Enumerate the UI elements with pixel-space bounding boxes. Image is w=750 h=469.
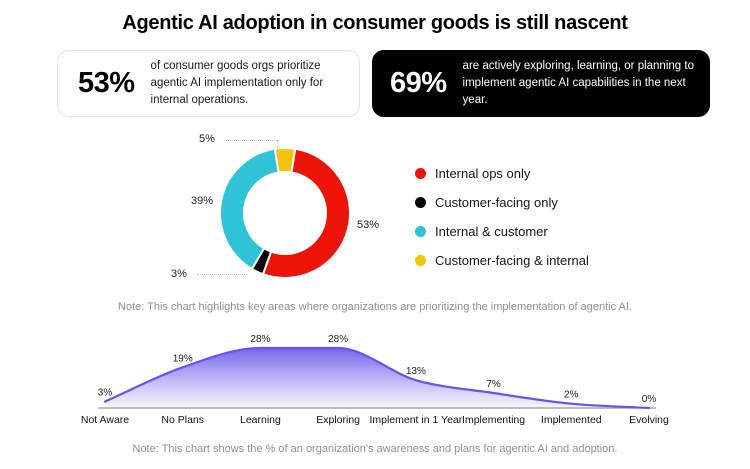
donut-segment xyxy=(219,147,280,270)
area-chart: 3% Not Aware 19% No Plans 28% Learning 28% Expl… xyxy=(81,334,669,426)
x-axis-label: Implemented xyxy=(541,414,602,426)
x-axis-label: Exploring xyxy=(316,414,360,426)
legend-label: Customer-facing only xyxy=(435,194,558,210)
donut-chart xyxy=(219,147,352,279)
area-point-label: 13% xyxy=(406,366,426,377)
leader-line xyxy=(224,140,277,141)
page-title: Agentic AI adoption in consumer goods is… xyxy=(122,12,628,34)
x-axis-label: Implementing xyxy=(462,414,525,426)
legend-label: Internal ops only xyxy=(435,165,531,181)
leader-line xyxy=(277,140,278,152)
legend-item: Customer-facing & internal xyxy=(415,251,589,269)
x-axis-label: Learning xyxy=(240,414,281,426)
area-point-label: 28% xyxy=(250,334,270,345)
legend-item: Internal ops only xyxy=(415,164,589,182)
area-line xyxy=(103,346,651,410)
donut-legend: Internal ops only Customer-facing only Int… xyxy=(415,164,589,269)
area-point-label: 19% xyxy=(173,353,193,364)
legend-item: Internal & customer xyxy=(415,222,589,240)
donut-value-label: 53% xyxy=(357,219,380,231)
area-chart-note: Note: This chart shows the % of an organ… xyxy=(132,443,618,455)
stat-description: are actively exploring, learning, or pla… xyxy=(462,59,694,107)
area-point-label: 0% xyxy=(642,394,657,405)
donut-chart-note: Note: This chart highlights key areas wh… xyxy=(117,301,632,313)
x-axis-label: Not Aware xyxy=(81,414,129,426)
legend-swatch-icon xyxy=(415,196,426,208)
area-point-label: 28% xyxy=(328,334,348,345)
legend-label: Internal & customer xyxy=(435,223,548,239)
legend-swatch-icon xyxy=(415,167,426,179)
legend-item: Customer-facing only xyxy=(415,193,589,211)
donut-segment xyxy=(273,147,297,174)
stat-value: 53% xyxy=(78,67,135,99)
stat-description: of consumer goods orgs prioritize agenti… xyxy=(150,59,324,107)
x-axis-label: Implement in 1 Year xyxy=(369,414,462,426)
x-axis-label: No Plans xyxy=(161,414,204,426)
donut-value-label: 39% xyxy=(191,195,214,207)
stat-card-exploring: 69% are actively exploring, learning, or… xyxy=(372,50,710,117)
area-point-label: 3% xyxy=(98,388,113,399)
legend-label: Customer-facing & internal xyxy=(435,252,589,268)
donut-value-label: 5% xyxy=(199,133,215,145)
x-axis-label: Evolving xyxy=(629,414,669,426)
leader-line xyxy=(197,274,247,275)
donut-segment xyxy=(261,147,352,279)
stat-card-internal-ops: 53% of consumer goods orgs prioritize ag… xyxy=(57,50,360,117)
stat-value: 69% xyxy=(390,67,447,99)
legend-swatch-icon xyxy=(415,254,426,266)
legend-swatch-icon xyxy=(415,225,426,237)
area-fill xyxy=(105,348,649,408)
area-point-label: 7% xyxy=(486,379,501,390)
donut-value-label: 3% xyxy=(171,268,187,280)
area-point-label: 2% xyxy=(564,390,579,401)
